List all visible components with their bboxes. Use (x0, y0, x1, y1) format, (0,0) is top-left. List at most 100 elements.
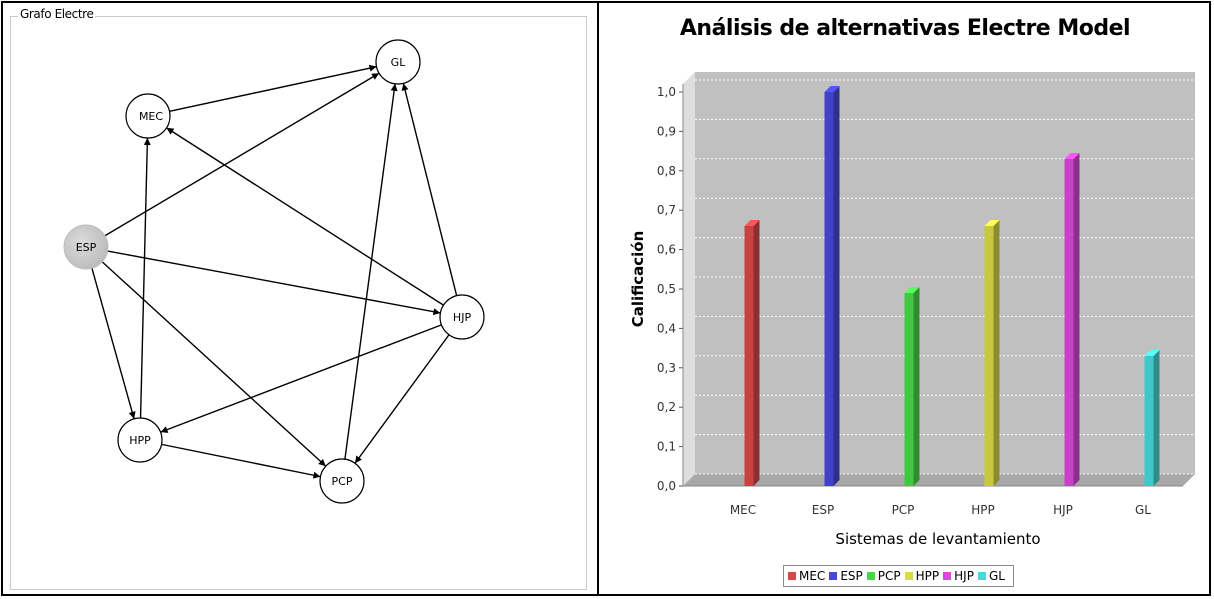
legend-label: GL (988, 569, 1005, 583)
bar-front (824, 92, 834, 486)
y-tick-label: 0,6 (657, 243, 676, 257)
graph-node-circle (439, 294, 485, 340)
graph-canvas: GL MEC ESP HJP HPP PCP (63, 39, 485, 504)
bar-side (1153, 349, 1160, 486)
graph-node-esp[interactable]: ESP (63, 224, 109, 270)
legend-item-mec: MEC (788, 569, 825, 583)
bar-top (824, 86, 840, 92)
graph-node-circle (319, 458, 365, 504)
graph-edge-hjp-gl (401, 83, 458, 296)
legend-label: PCP (877, 569, 901, 583)
legend-label: HJP (954, 569, 974, 583)
bar-gl[interactable] (1144, 349, 1160, 486)
graph-edge-esp-pcp (101, 261, 327, 467)
bar-esp[interactable] (824, 86, 840, 486)
y-tick-label: 0,7 (657, 203, 676, 217)
graph-node-pcp[interactable]: PCP (319, 458, 365, 504)
y-tick-label: 0,4 (657, 321, 676, 335)
graph-edge-esp-hpp (91, 267, 136, 420)
graph-edge-hjp-pcp (354, 334, 450, 464)
y-tick-label: 0,5 (657, 282, 676, 296)
graph-node-circle (117, 417, 163, 463)
legend-label: HPP (915, 569, 940, 583)
graph-edge-esp-hjp (107, 250, 441, 316)
bar-top (904, 286, 920, 293)
graph-node-label: ESP (76, 241, 97, 254)
graph-edge-hpp-pcp (161, 443, 321, 479)
y-tick-label: 0,1 (657, 440, 676, 454)
bar-top (984, 219, 1000, 226)
graph-edge-hpp-mec (139, 137, 151, 419)
legend-swatch (977, 572, 986, 580)
y-tick-label: 0,0 (657, 479, 676, 493)
chart-panel: Análisis de alternativas Electre Model 0… (603, 4, 1207, 592)
graph-node-gl[interactable]: GL (375, 39, 421, 85)
legend-swatch (904, 572, 913, 580)
legend-item-hpp: HPP (904, 569, 940, 583)
graph-node-label: HJP (453, 311, 472, 324)
graph-edge-hjp-hpp (160, 324, 442, 433)
legend-swatch (866, 572, 875, 580)
legend-swatch (943, 572, 952, 580)
graph-node-circle (63, 224, 109, 270)
y-axis-label: Calificación (629, 231, 647, 328)
graph-node-mec[interactable]: MEC (125, 93, 171, 139)
graph-node-label: HPP (129, 434, 151, 447)
bar-hpp[interactable] (984, 219, 1000, 486)
legend-item-esp: ESP (829, 569, 863, 583)
legend-swatch (829, 572, 838, 580)
legend-label: ESP (840, 569, 863, 583)
bar-top (1144, 349, 1160, 356)
legend-item-pcp: PCP (866, 569, 901, 583)
plot-floor (683, 474, 1195, 486)
graph-title: Grafo Electre (18, 7, 96, 21)
graph-edge-esp-gl (104, 72, 380, 237)
y-tick-label: 0,9 (657, 124, 676, 138)
graph-node-label: PCP (332, 475, 353, 488)
legend-item-gl: GL (977, 569, 1005, 583)
graph-frame (10, 16, 587, 590)
bar-side (753, 219, 760, 486)
chart-title: Análisis de alternativas Electre Model (679, 16, 1131, 41)
x-tick-label: GL (1135, 503, 1151, 517)
bar-side (913, 286, 920, 486)
graph-edge-hjp-mec (166, 127, 444, 306)
graph-node-hjp[interactable]: HJP (439, 294, 485, 340)
graph-node-circle (125, 93, 171, 139)
graph-node-circle (375, 39, 421, 85)
x-tick-label: HJP (1053, 503, 1073, 517)
graph-node-label: MEC (139, 110, 163, 123)
bar-side (993, 219, 1000, 486)
y-tick-label: 1,0 (657, 85, 676, 99)
bar-hjp[interactable] (1064, 152, 1080, 487)
graph-edge-pcp-gl (344, 83, 398, 460)
graph-panel: Grafo Electre GL MEC ESP HJP HPP PCP (6, 4, 594, 594)
bar-pcp[interactable] (904, 286, 920, 486)
legend-label: MEC (799, 569, 826, 583)
graph-node-label: GL (391, 56, 407, 69)
x-tick-label: ESP (812, 503, 834, 517)
x-tick-label: HPP (971, 503, 995, 517)
bar-top (1064, 152, 1080, 159)
bar-mec[interactable] (744, 219, 760, 486)
x-axis-label: Sistemas de levantamiento (835, 530, 1040, 548)
bar-front (904, 292, 914, 486)
plot-side-wall (683, 72, 695, 486)
bar-front (1144, 355, 1154, 486)
y-tick-label: 0,8 (657, 164, 676, 178)
bar-chart: 0,0 0,1 0,2 0,3 0,4 0,5 0,6 0,7 0,8 0,9 1,0 MEC ESP… (629, 72, 1195, 548)
bar-front (1064, 158, 1074, 487)
x-tick-label: PCP (892, 503, 915, 517)
graph-edge-mec-gl (169, 64, 377, 113)
bar-side (833, 86, 840, 486)
bar-side (1073, 152, 1080, 487)
panel-divider (597, 3, 599, 595)
legend-item-hjp: HJP (943, 569, 974, 583)
y-tick-label: 0,3 (657, 361, 676, 375)
bar-top (744, 219, 760, 226)
plot-back-wall (695, 72, 1195, 474)
graph-node-hpp[interactable]: HPP (117, 417, 163, 463)
y-tick-label: 0,2 (657, 400, 676, 414)
chart-legend: MEC ESP PCP HPP HJP GL (783, 565, 1014, 587)
bar-front (744, 225, 754, 486)
